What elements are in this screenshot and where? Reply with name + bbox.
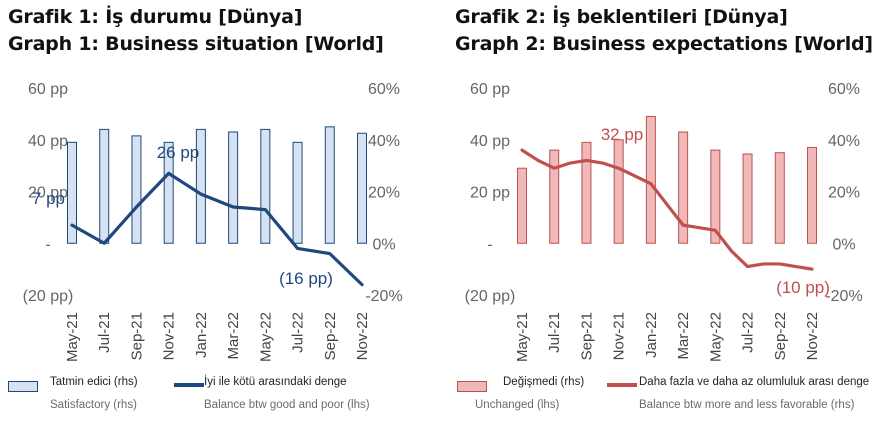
legend-bar-swatch: [457, 381, 487, 392]
legend-bar-label-en: Unchanged (lhs): [475, 399, 560, 411]
right-axis-tick: -20%: [365, 288, 402, 305]
chart-title-english: Graph 1: Business situation [World]: [8, 33, 384, 55]
category-tick: May-21: [514, 312, 531, 362]
right-axis-tick: 60%: [368, 81, 400, 98]
legend-bar-label-tr: Tatmin edici (rhs): [50, 376, 138, 388]
bar: [517, 167, 527, 244]
legend-line-swatch: [607, 383, 637, 387]
data-label: (16 pp): [279, 269, 333, 288]
bar: [324, 126, 335, 244]
legend-line-label-en: Balance btw good and poor (lhs): [204, 399, 370, 411]
category-tick: Nov-21: [611, 312, 628, 360]
legend-line-label-tr: İyi ile kötü arasındaki denge: [204, 376, 347, 388]
chart-canvas-business-expectations: 60 pp 60% 40 pp 40% 20 pp 20% - 0% (20 pp) -20% Ma…: [465, 81, 863, 362]
category-tick: Jan-22: [193, 312, 210, 358]
left-axis-tick: (20 pp): [465, 288, 516, 305]
bar: [613, 139, 624, 244]
category-tick: Mar-22: [225, 312, 242, 360]
left-axis-tick: 60 pp: [470, 81, 510, 98]
category-tick: Jul-21: [546, 312, 563, 353]
data-label: 26 pp: [157, 143, 200, 162]
legend-bar-label-en: Satisfactory (rhs): [50, 399, 137, 411]
left-axis-tick: 40 pp: [470, 133, 510, 150]
right-axis-tick: 0%: [372, 236, 395, 253]
bar: [742, 153, 753, 244]
right-axis-tick: 20%: [368, 185, 400, 202]
left-axis-tick: -: [45, 236, 50, 253]
balance-line: [520, 148, 814, 271]
bar: [67, 141, 77, 244]
category-tick: Sep-22: [322, 312, 339, 360]
right-axis-tick: 0%: [832, 236, 855, 253]
category-tick: Jan-22: [643, 312, 660, 358]
category-tick: Mar-22: [675, 312, 692, 360]
right-axis-tick: -20%: [825, 288, 862, 305]
chart-title-turkish: Grafik 1: İş durumu [Dünya]: [8, 6, 303, 28]
chart-panel-business-situation: Grafik 1: İş durumu [Dünya] Graph 1: Bus…: [8, 6, 403, 411]
category-tick: Jul-22: [740, 312, 757, 353]
legend-line-label-tr: Daha fazla ve daha az olumluluk arası de…: [639, 376, 870, 388]
category-tick: May-21: [64, 312, 81, 362]
bar: [163, 141, 174, 244]
balance-line: [70, 171, 364, 287]
left-axis-tick: 20 pp: [28, 185, 68, 202]
bar: [678, 131, 689, 244]
category-tick: Nov-22: [804, 312, 821, 360]
bar: [260, 128, 271, 244]
left-axis-tick: 40 pp: [28, 133, 68, 150]
right-axis-tick: 20%: [828, 185, 860, 202]
chart-canvas-business-situation: 60 pp 60% 40 pp 40% 20 pp 20% - 0% (20 pp) -20% Ma…: [23, 81, 403, 362]
category-tick: Nov-21: [161, 312, 178, 360]
bar: [292, 141, 303, 244]
chart-title-english: Graph 2: Business expectations [World]: [455, 33, 873, 55]
data-label: 32 pp: [601, 125, 644, 144]
bar: [195, 128, 206, 244]
left-axis-tick: 20 pp: [470, 185, 510, 202]
right-axis-tick: 60%: [828, 81, 860, 98]
data-label: (10 pp): [776, 278, 830, 297]
bar: [549, 149, 560, 244]
chart-title-turkish: Grafik 2: İş beklentileri [Dünya]: [455, 6, 788, 28]
bar: [99, 128, 110, 244]
category-tick: Sep-21: [128, 312, 145, 360]
category-tick: Nov-22: [354, 312, 371, 360]
legend-line-swatch: [174, 383, 204, 387]
bar: [807, 147, 817, 244]
left-axis-tick: (20 pp): [23, 288, 74, 305]
bar: [581, 141, 592, 244]
data-label: 7 pp: [32, 189, 65, 208]
legend-bar-label-tr: Değişmedi (rhs): [503, 376, 585, 388]
legend-line-label-en: Balance btw more and less favorable (rhs…: [639, 399, 855, 411]
category-tick: May-22: [257, 312, 274, 362]
category-tick: May-22: [707, 312, 724, 362]
right-axis-tick: 40%: [368, 133, 400, 150]
bar: [131, 135, 142, 244]
bar: [357, 132, 367, 244]
legend-bar-swatch: [8, 381, 38, 392]
left-axis-tick: -: [487, 236, 492, 253]
right-axis-tick: 40%: [828, 133, 860, 150]
category-tick: Jul-21: [96, 312, 113, 353]
category-tick: Sep-21: [578, 312, 595, 360]
bar: [228, 131, 239, 244]
bar: [645, 115, 656, 244]
category-tick: Sep-22: [772, 312, 789, 360]
bar: [774, 152, 785, 244]
left-axis-tick: 60 pp: [28, 81, 68, 98]
bar: [710, 149, 721, 244]
chart-panel-business-expectations: Grafik 2: İş beklentileri [Dünya] Graph …: [441, 0, 882, 424]
category-tick: Jul-22: [290, 312, 307, 353]
